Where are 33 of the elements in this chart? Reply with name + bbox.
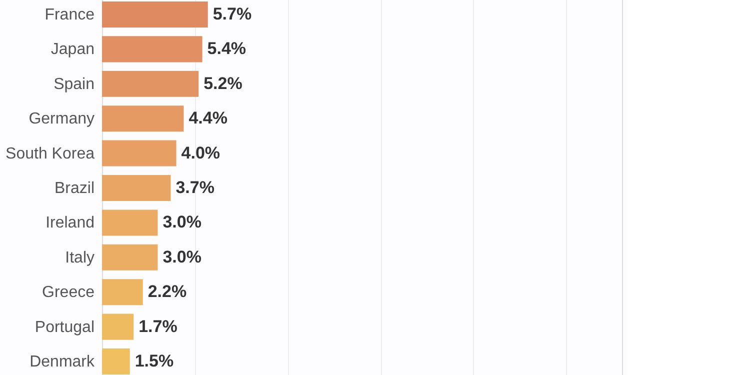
- bar: [102, 1, 208, 28]
- y-tick-label: South Korea: [6, 145, 95, 162]
- bar: [102, 70, 199, 97]
- y-tick-label: Brazil: [54, 180, 94, 197]
- data-label: 1.7%: [138, 316, 178, 336]
- data-label: 5.4%: [207, 39, 246, 58]
- y-tick-label: Spain: [54, 76, 94, 93]
- data-label: 1.5%: [134, 352, 174, 371]
- data-label: 3.0%: [162, 247, 202, 266]
- y-tick-label: Ireland: [46, 214, 94, 232]
- bar: [102, 174, 171, 202]
- bar: [102, 244, 158, 270]
- y-tick-label: France: [44, 6, 95, 24]
- y-tick-label: Denmark: [30, 354, 96, 371]
- bar: [102, 210, 158, 236]
- y-tick-label: Portugal: [34, 318, 94, 336]
- bar: [102, 279, 143, 306]
- data-label: 4.4%: [188, 108, 228, 128]
- data-label: 2.2%: [148, 282, 187, 302]
- bar: [102, 348, 130, 375]
- y-tick-label: Germany: [28, 110, 94, 128]
- data-label: 5.2%: [204, 74, 242, 93]
- bar: [102, 314, 134, 340]
- bar: [102, 36, 202, 62]
- y-tick-label: Italy: [65, 249, 94, 266]
- data-label: 3.7%: [176, 178, 214, 197]
- data-label: 4.0%: [181, 143, 220, 162]
- bar: [102, 106, 184, 132]
- data-label: 5.7%: [212, 4, 252, 24]
- data-label: 3.0%: [162, 212, 202, 232]
- y-tick-label: Japan: [50, 41, 94, 58]
- y-tick-label: Greece: [42, 284, 95, 302]
- bar: [102, 140, 176, 166]
